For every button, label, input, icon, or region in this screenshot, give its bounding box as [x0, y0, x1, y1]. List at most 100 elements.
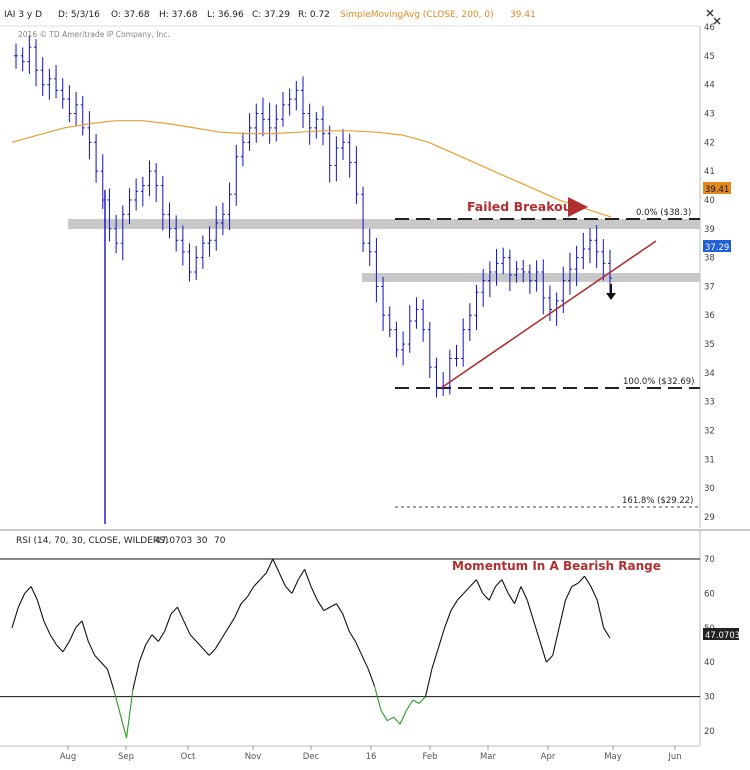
- svg-text:39.41: 39.41: [705, 185, 729, 195]
- price-bar: [447, 349, 452, 395]
- rsi-tick-label: 70: [704, 555, 715, 565]
- price-header: IAI 3 y D D: 5/3/16 O: 37.68 H: 37.68 L:…: [4, 10, 536, 20]
- rsi-segment: [75, 620, 83, 629]
- rsi-segment: [132, 662, 140, 690]
- rsi-segment: [215, 637, 223, 649]
- rsi-segment: [361, 655, 369, 670]
- rsi-segment: [316, 599, 325, 611]
- rsi-segment: [183, 620, 191, 635]
- sma-value-label: 39.41: [510, 10, 536, 20]
- rsi-segment: [526, 600, 535, 622]
- rsi-segment: [176, 606, 185, 622]
- rsi-segment: [596, 600, 605, 628]
- price-tick-label: 44: [704, 81, 715, 91]
- time-tick-label: 16: [366, 752, 377, 762]
- rsi-segment: [355, 641, 363, 656]
- rsi-segment: [342, 613, 350, 632]
- price-bar: [94, 133, 99, 183]
- down-arrow-icon: [606, 284, 616, 300]
- rsi-segment: [431, 648, 439, 670]
- rsi-segment: [539, 641, 547, 663]
- svg-text:47.0703: 47.0703: [705, 631, 740, 641]
- sma-line: [11, 120, 612, 218]
- time-tick-label: Feb: [422, 752, 437, 762]
- price-tick-label: 32: [704, 427, 715, 437]
- time-tick-label: Nov: [245, 752, 262, 762]
- rsi-line: [11, 558, 611, 739]
- rsi-segment: [405, 699, 414, 711]
- price-bar: [421, 299, 426, 342]
- price-tick-label: 45: [704, 52, 715, 62]
- price-bar: [240, 132, 245, 167]
- rsi-segment: [285, 586, 293, 594]
- rsi-segment: [450, 599, 458, 611]
- price-tick-label: 33: [704, 398, 715, 408]
- price-bar: [207, 226, 212, 257]
- rsi-segment: [564, 586, 573, 601]
- price-bar: [154, 163, 159, 203]
- rsi-segment: [584, 575, 592, 587]
- price-bar: [574, 245, 579, 287]
- price-bar: [581, 232, 586, 269]
- rsi-segment: [329, 603, 337, 608]
- rsi-value-label: 47.0703: [155, 536, 192, 546]
- rsi-segment: [482, 593, 490, 601]
- price-bar: [534, 260, 539, 292]
- price-bar: [194, 245, 199, 281]
- price-bar: [521, 260, 526, 283]
- price-bar: [27, 35, 32, 74]
- rsi-segment: [36, 600, 45, 622]
- price-bar: [334, 136, 339, 182]
- price-bar: [100, 154, 105, 210]
- trendline: [440, 240, 657, 389]
- date-label: D: 5/3/16: [58, 10, 100, 20]
- rsi-segment: [259, 572, 267, 581]
- price-badge: 37.29: [703, 240, 731, 253]
- rsi-segment: [412, 699, 420, 704]
- rsi-tick-label: 40: [704, 658, 715, 668]
- price-bar: [427, 321, 432, 378]
- price-bar: [514, 261, 519, 283]
- rsi-segment: [196, 641, 204, 649]
- price-bars: [14, 35, 612, 398]
- price-tick-label: 30: [704, 484, 715, 494]
- rsi-segment: [297, 569, 306, 580]
- fib-100-label: 100.0% ($32.69): [623, 377, 695, 387]
- price-bar: [220, 202, 225, 236]
- rsi-segment: [463, 586, 471, 594]
- rsi-level-70-label: 70: [214, 536, 226, 546]
- price-tick-label: 37: [704, 282, 715, 292]
- time-tick-label: Sep: [118, 752, 134, 762]
- range-label: R: 0.72: [298, 10, 330, 20]
- rsi-segment: [577, 575, 585, 584]
- rsi-segment: [558, 600, 567, 628]
- price-tick-label: 46: [704, 23, 715, 33]
- price-bar: [214, 206, 219, 251]
- high-label: H: 37.68: [159, 10, 198, 20]
- price-tick-label: 36: [704, 311, 715, 321]
- rsi-badge: 47.0703: [703, 628, 740, 641]
- price-bar: [80, 95, 85, 136]
- tools-icon[interactable]: [706, 9, 721, 25]
- price-bar: [227, 182, 232, 231]
- price-tick-label: 35: [704, 340, 715, 350]
- price-bar: [587, 228, 592, 264]
- price-bar: [487, 261, 492, 298]
- price-bar: [454, 344, 459, 367]
- rsi-segment: [437, 627, 446, 649]
- price-tick-label: 29: [704, 513, 715, 523]
- price-tick-label: 39: [704, 225, 715, 235]
- rsi-segment: [278, 572, 287, 587]
- rsi-segment: [590, 586, 598, 601]
- price-bar: [601, 239, 606, 281]
- fib-0-label: 0.0% ($38.3): [636, 208, 691, 218]
- price-bar: [467, 303, 472, 342]
- time-tick-label: May: [604, 752, 622, 762]
- price-tick-label: 34: [704, 369, 715, 379]
- price-bar: [474, 284, 479, 331]
- price-bar: [321, 106, 326, 146]
- price-bar: [481, 268, 486, 307]
- rsi-segment: [501, 579, 509, 594]
- price-bar: [14, 43, 18, 69]
